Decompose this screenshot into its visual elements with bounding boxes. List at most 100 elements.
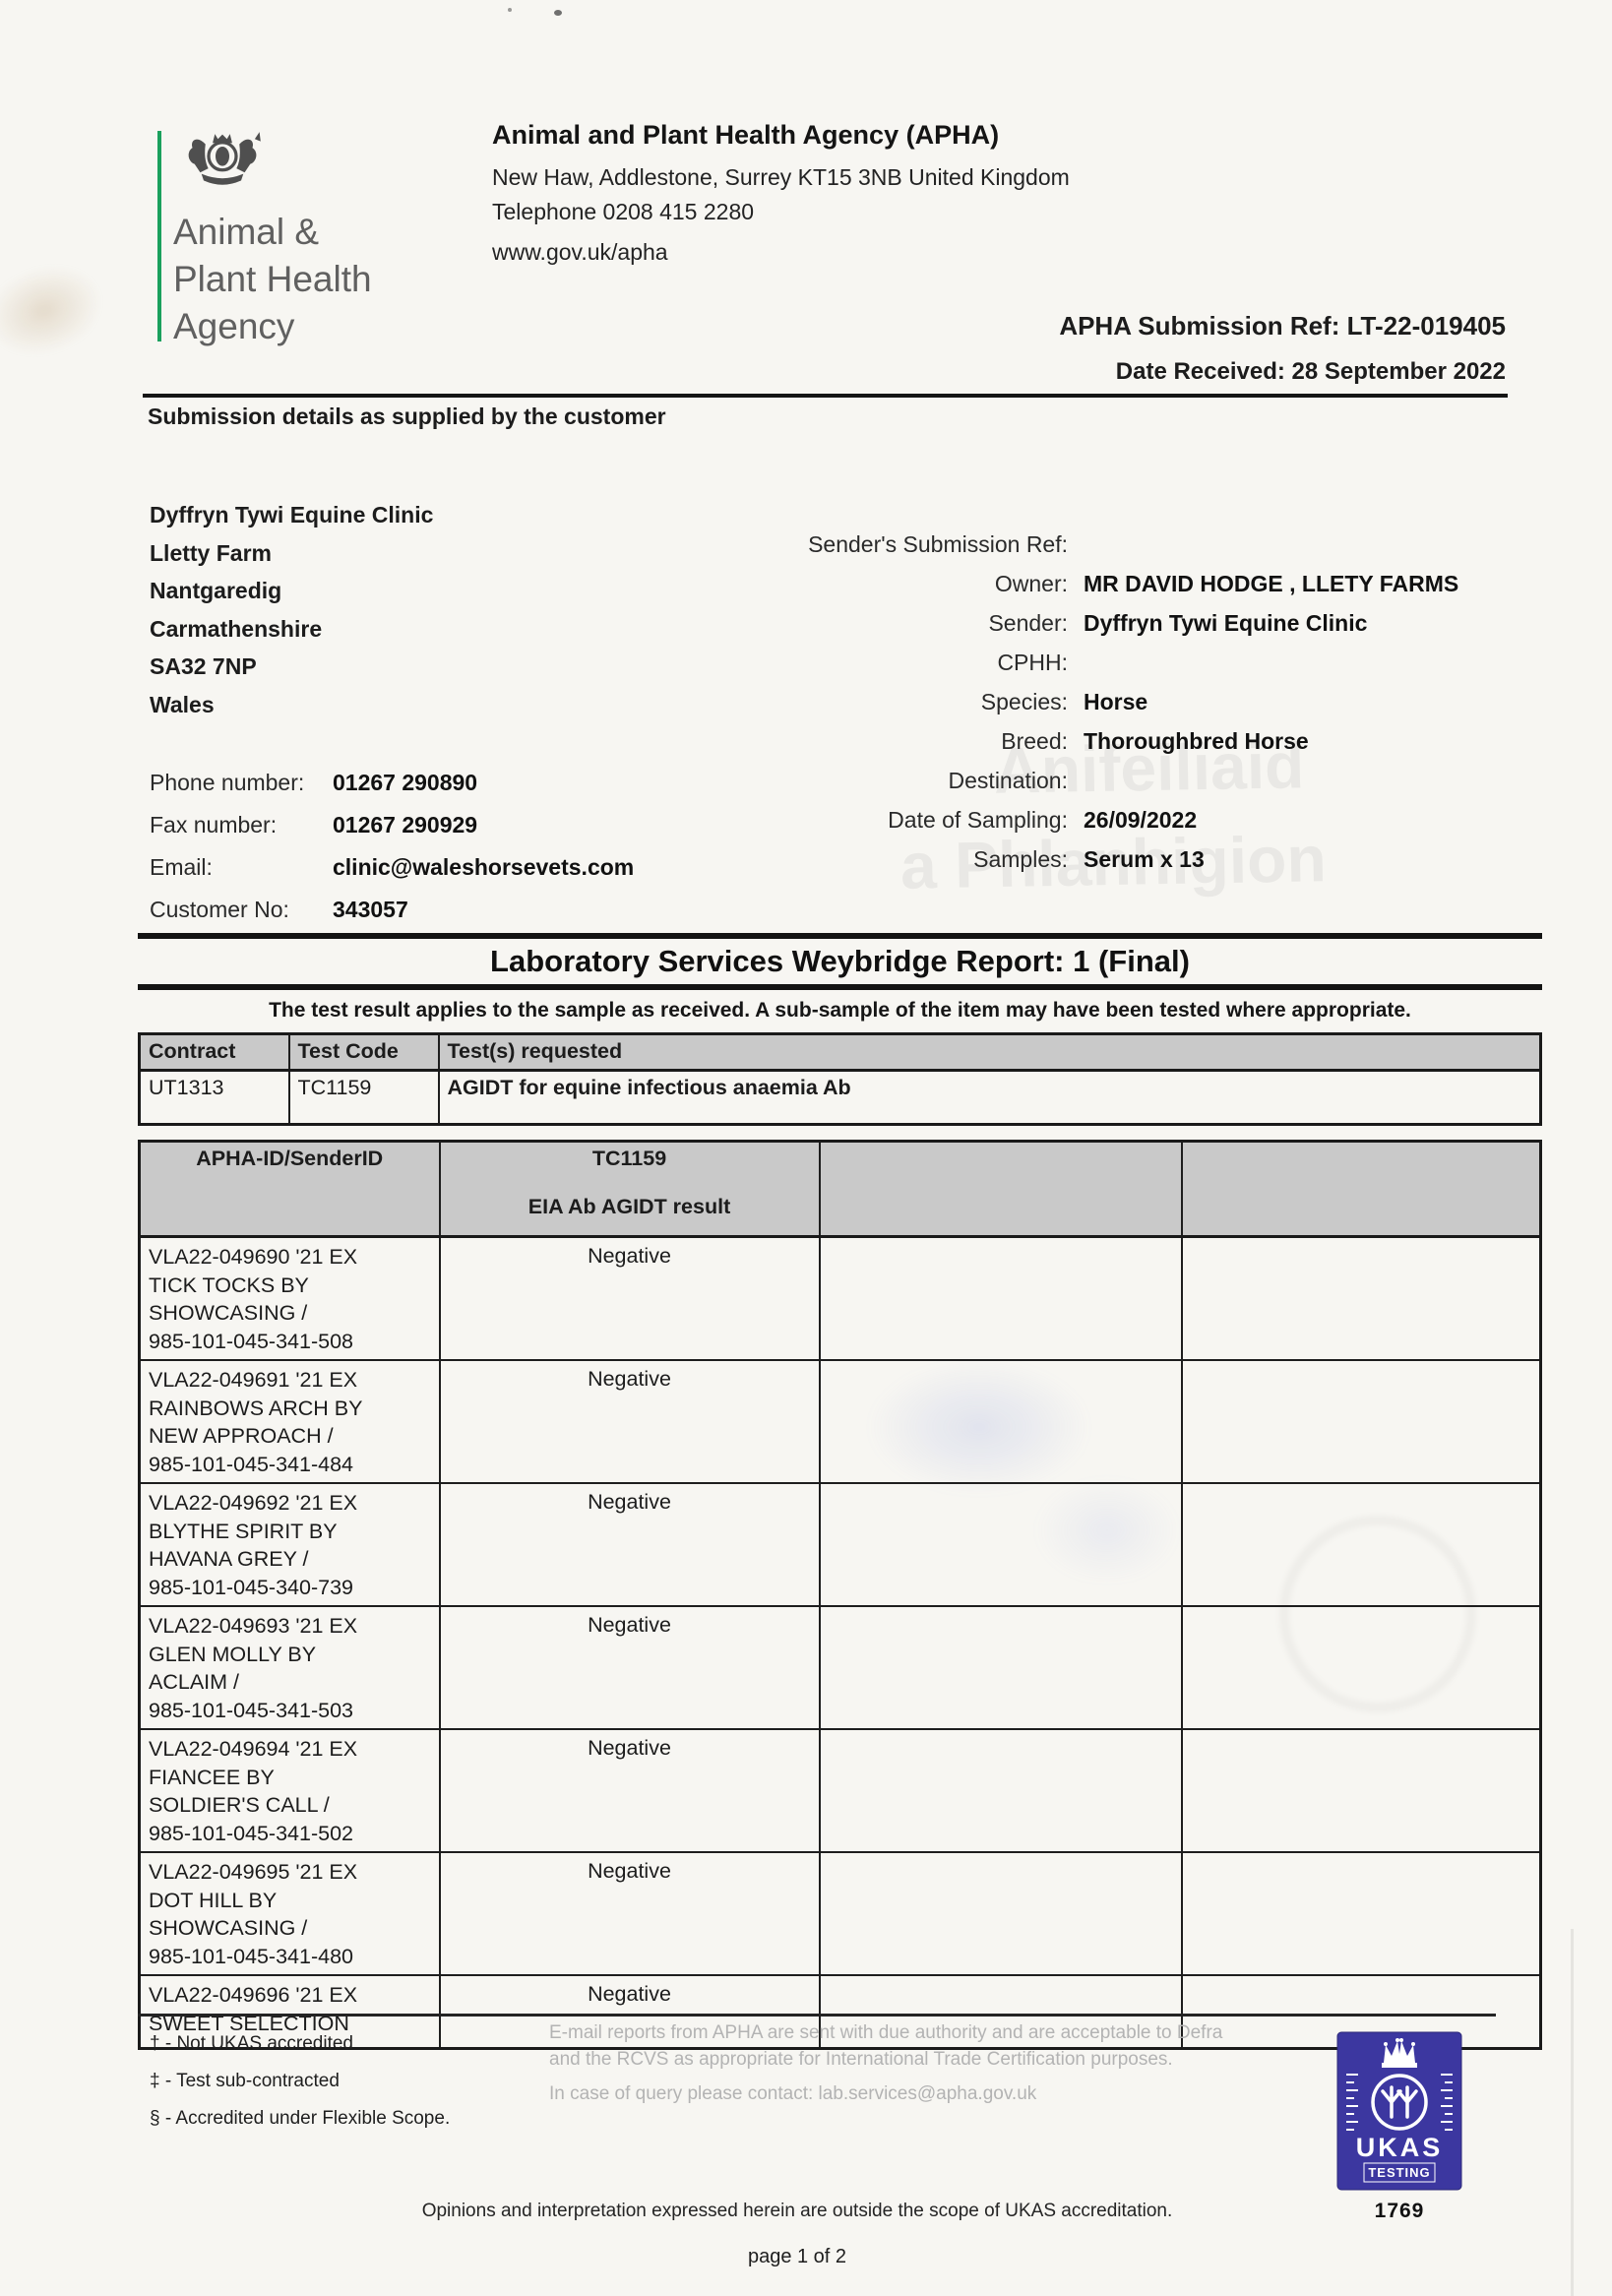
- royal-crest-icon: [173, 126, 272, 214]
- result-cell: Negative: [438, 1605, 821, 1730]
- submission-details-grid: Sender's Submission Ref: Owner: MR DAVID…: [630, 531, 1476, 886]
- results-table-header-row: APHA-ID/SenderID TC1159 EIA Ab AGIDT res…: [138, 1140, 1542, 1238]
- empty-cell: [818, 1728, 1183, 1853]
- contact-row: Email: clinic@waleshorsevets.com: [150, 854, 634, 897]
- contact-label: Customer No:: [150, 897, 289, 922]
- date-received: Date Received: 28 September 2022: [1115, 358, 1506, 385]
- contact-value: 01267 290890: [333, 770, 478, 795]
- col-test-code: Test Code: [287, 1032, 440, 1072]
- detail-label: Owner:: [994, 571, 1068, 596]
- contact-value: 01267 290929: [333, 812, 478, 838]
- empty-cell: [818, 1359, 1183, 1484]
- detail-value: 26/09/2022: [1084, 807, 1198, 833]
- detail-label: Sender's Submission Ref:: [808, 531, 1068, 557]
- col-contract: Contract: [138, 1032, 290, 1072]
- agency-contact-block: Animal and Plant Health Agency (APHA) Ne…: [492, 120, 1201, 270]
- result-cell: Negative: [438, 1482, 821, 1607]
- submission-section-title: Submission details as supplied by the cu…: [148, 403, 666, 429]
- result-test-name: EIA Ab AGIDT result: [527, 1195, 731, 1218]
- sample-id-cell: VLA22-049691 '21 EX RAINBOWS ARCH BY NEW…: [138, 1359, 441, 1484]
- footer-divider: [138, 2014, 1496, 2017]
- scan-speck-artifact: [554, 10, 562, 16]
- empty-cell: [818, 1605, 1183, 1730]
- contract-cell: UT1313: [138, 1069, 290, 1126]
- submission-ref: APHA Submission Ref: LT-22-019405: [1059, 311, 1506, 341]
- customer-contact-grid: Phone number: 01267 290890 Fax number: 0…: [150, 770, 634, 939]
- empty-cell: [1180, 1359, 1542, 1484]
- results-table: APHA-ID/SenderID TC1159 EIA Ab AGIDT res…: [138, 1140, 1542, 2050]
- sample-id-cell: VLA22-049693 '21 EX GLEN MOLLY BY ACLAIM…: [138, 1605, 441, 1730]
- report-title-rule-bottom: [138, 984, 1542, 990]
- apha-brand-wordmark: Animal & Plant Health Agency: [173, 212, 372, 346]
- tests-table-header-row: Contract Test Code Test(s) requested: [138, 1032, 1542, 1072]
- scan-crease-artifact: [0, 246, 120, 375]
- col-result: TC1159 EIA Ab AGIDT result: [438, 1140, 821, 1238]
- footnote-subcontracted: ‡ - Test sub-contracted: [150, 2071, 340, 2091]
- ukas-scope-note: Opinions and interpretation expressed he…: [421, 2201, 1173, 2221]
- contact-label: Email:: [150, 854, 213, 880]
- result-row: VLA22-049692 '21 EX BLYTHE SPIRIT BY HAV…: [138, 1482, 1542, 1607]
- contact-row: Customer No: 343057: [150, 897, 634, 939]
- detail-value: Serum x 13: [1084, 846, 1205, 872]
- contact-value: 343057: [333, 897, 408, 922]
- sample-id-cell: VLA22-049695 '21 EX DOT HILL BY SHOWCASI…: [138, 1851, 441, 1976]
- footnote-flexible-scope: § - Accredited under Flexible Scope.: [150, 2108, 451, 2129]
- svg-text:UKAS: UKAS: [1356, 2133, 1444, 2162]
- col-apha-id: APHA-ID/SenderID: [138, 1140, 441, 1238]
- empty-cell: [1180, 1235, 1542, 1361]
- result-cell: Negative: [438, 1235, 821, 1361]
- empty-cell: [818, 1851, 1183, 1976]
- detail-value: MR DAVID HODGE , LLETY FARMS: [1084, 571, 1459, 596]
- col-tests-requested: Test(s) requested: [437, 1032, 1542, 1072]
- detail-row: Breed: Thoroughbred Horse: [630, 728, 1476, 768]
- svg-text:TESTING: TESTING: [1368, 2165, 1430, 2180]
- footnote-not-ukas: † - Not UKAS accredited: [150, 2033, 353, 2054]
- report-section: Laboratory Services Weybridge Report: 1 …: [138, 933, 1542, 2050]
- scan-speck-artifact: [508, 8, 512, 12]
- accreditation-footnotes: † - Not UKAS accredited ‡ - Test sub-con…: [150, 2025, 450, 2138]
- agency-website: www.gov.uk/apha: [492, 239, 668, 265]
- detail-label: Destination:: [948, 768, 1068, 793]
- result-cell: Negative: [438, 1359, 821, 1484]
- tests-requested-cell: AGIDT for equine infectious anaemia Ab: [437, 1069, 1542, 1126]
- contact-label: Fax number:: [150, 812, 278, 838]
- test-code-cell: TC1159: [287, 1069, 440, 1126]
- paper-edge-shadow: [1571, 1929, 1574, 2296]
- empty-cell: [818, 1482, 1183, 1607]
- result-row: VLA22-049694 '21 EX FIANCEE BY SOLDIER'S…: [138, 1728, 1542, 1853]
- empty-cell: [818, 1974, 1183, 2050]
- detail-label: Samples:: [973, 846, 1068, 872]
- report-title-rule-top: [138, 933, 1542, 939]
- agency-title: Animal and Plant Health Agency (APHA): [492, 120, 1000, 150]
- detail-label: CPHH:: [997, 650, 1068, 675]
- empty-cell: [1180, 1728, 1542, 1853]
- agency-telephone: Telephone 0208 415 2280: [492, 199, 755, 224]
- result-row: VLA22-049693 '21 EX GLEN MOLLY BY ACLAIM…: [138, 1605, 1542, 1730]
- query-contact-text: In case of query please contact: lab.ser…: [549, 2083, 1037, 2104]
- tests-requested-table: Contract Test Code Test(s) requested UT1…: [138, 1032, 1542, 1126]
- detail-label: Species:: [980, 689, 1068, 714]
- result-row: VLA22-049690 '21 EX TICK TOCKS BY SHOWCA…: [138, 1235, 1542, 1361]
- sample-id-cell: VLA22-049694 '21 EX FIANCEE BY SOLDIER'S…: [138, 1728, 441, 1853]
- contact-value: clinic@waleshorsevets.com: [333, 854, 635, 880]
- detail-label: Breed:: [1001, 728, 1068, 754]
- sample-id-cell: VLA22-049692 '21 EX BLYTHE SPIRIT BY HAV…: [138, 1482, 441, 1607]
- detail-row: Date of Sampling: 26/09/2022: [630, 807, 1476, 846]
- ukas-number: 1769: [1374, 2200, 1425, 2222]
- col-empty-2: [1180, 1140, 1542, 1238]
- sample-id-cell: VLA22-049690 '21 EX TICK TOCKS BY SHOWCA…: [138, 1235, 441, 1361]
- detail-row: Sender: Dyffryn Tywi Equine Clinic: [630, 610, 1476, 650]
- contact-row: Phone number: 01267 290890: [150, 770, 634, 812]
- detail-row: Owner: MR DAVID HODGE , LLETY FARMS: [630, 571, 1476, 610]
- empty-cell: [1180, 1851, 1542, 1976]
- agency-address: New Haw, Addlestone, Surrey KT15 3NB Uni…: [492, 164, 1070, 190]
- detail-row: Species: Horse: [630, 689, 1476, 728]
- ukas-accreditation-mark: UKAS TESTING 1769: [1336, 2031, 1462, 2223]
- result-cell: Negative: [438, 1974, 821, 2050]
- contact-label: Phone number:: [150, 770, 305, 795]
- empty-cell: [818, 1235, 1183, 1361]
- sample-id-cell: VLA22-049696 '21 EX SWEET SELECTION: [138, 1974, 441, 2050]
- report-title: Laboratory Services Weybridge Report: 1 …: [490, 944, 1190, 978]
- apha-logo-accent-bar: [157, 131, 161, 341]
